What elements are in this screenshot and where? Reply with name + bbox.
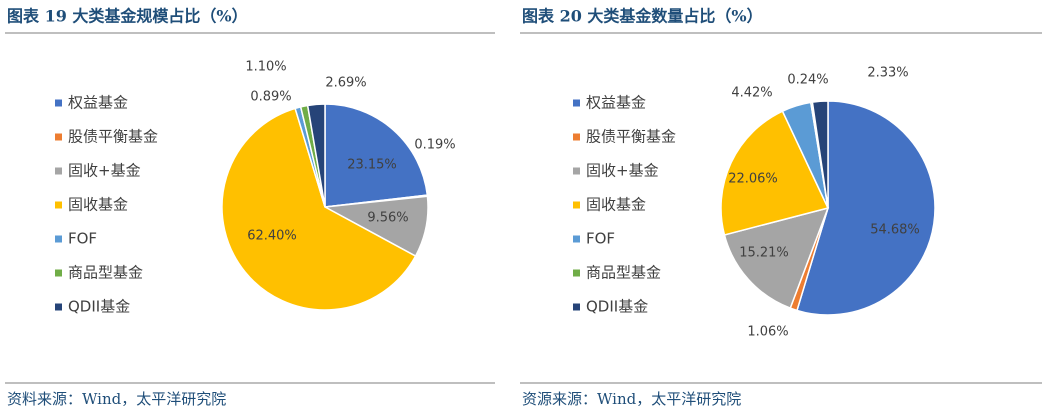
pie-slice — [723, 206, 830, 310]
legend-swatch — [55, 303, 62, 311]
legend-swatch — [55, 133, 62, 141]
legend-swatch — [573, 167, 580, 175]
pie-slice — [720, 110, 830, 236]
legend-swatch — [573, 133, 580, 141]
legend-label: 股债平衡基金 — [586, 128, 676, 146]
legend-swatch — [573, 99, 580, 107]
pie-slice — [306, 103, 326, 208]
data-label: 4.42% — [731, 86, 772, 101]
legend-label: 固收+基金 — [586, 162, 659, 180]
data-label: 0.89% — [250, 90, 291, 105]
legend-swatch — [573, 235, 580, 243]
legend-label: FOF — [586, 230, 615, 248]
data-label: 1.10% — [245, 60, 286, 75]
legend-label: QDII基金 — [586, 298, 648, 316]
legend-swatch — [573, 201, 580, 209]
source-note: 资料来源：Wind，太平洋研究院 — [7, 390, 226, 408]
legend-label: 固收+基金 — [68, 162, 141, 180]
pie-slice — [796, 100, 936, 316]
legend-label: QDII基金 — [68, 298, 130, 316]
chart-title: 图表 19 大类基金规模占比（%） — [7, 7, 248, 26]
legend-label: 固收基金 — [68, 196, 128, 214]
data-label: 22.06% — [728, 172, 778, 187]
legend-swatch — [573, 269, 580, 277]
legend-label: 权益基金 — [68, 94, 128, 112]
source-note: 资源来源：Wind，太平洋研究院 — [522, 390, 741, 408]
data-label: 2.69% — [325, 76, 366, 91]
data-label: 23.15% — [347, 158, 397, 173]
data-label: 15.21% — [739, 246, 789, 261]
data-label: 62.40% — [247, 229, 297, 244]
legend-swatch — [55, 201, 62, 209]
legend-swatch — [55, 235, 62, 243]
data-label: 0.19% — [414, 138, 455, 153]
legend-label: 权益基金 — [586, 94, 646, 112]
pie-slice — [811, 100, 829, 209]
chart-title: 图表 20 大类基金数量占比（%） — [522, 7, 763, 26]
legend-label: 股债平衡基金 — [68, 128, 158, 146]
data-label: 1.06% — [747, 325, 788, 340]
data-label: 9.56% — [367, 211, 408, 226]
data-label: 54.68% — [870, 223, 920, 238]
legend-label: 商品型基金 — [68, 264, 143, 282]
legend-label: 固收基金 — [586, 196, 646, 214]
pie-slice — [221, 107, 417, 311]
legend-swatch — [55, 99, 62, 107]
legend-swatch — [55, 167, 62, 175]
legend-label: 商品型基金 — [586, 264, 661, 282]
legend-swatch — [55, 269, 62, 277]
data-label: 2.33% — [867, 66, 908, 81]
legend-label: FOF — [68, 230, 97, 248]
pie-slice — [324, 103, 429, 208]
data-label: 0.24% — [787, 73, 828, 88]
legend-swatch — [573, 303, 580, 311]
